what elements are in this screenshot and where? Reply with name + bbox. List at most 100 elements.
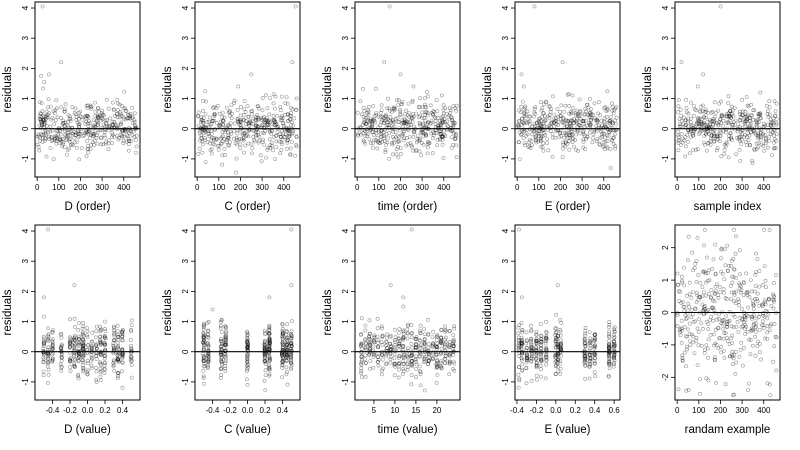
data-point <box>769 304 774 308</box>
data-point <box>553 118 557 123</box>
data-point <box>738 115 743 120</box>
data-point <box>234 156 239 161</box>
data-point <box>599 134 604 139</box>
data-point <box>445 127 450 132</box>
data-point <box>99 111 104 115</box>
data-point <box>266 120 271 125</box>
data-point <box>99 116 104 121</box>
data-point <box>766 114 771 119</box>
data-point <box>261 116 266 121</box>
data-point <box>119 120 124 125</box>
data-point <box>87 119 91 123</box>
data-point <box>563 103 568 108</box>
data-point <box>610 125 614 130</box>
data-point <box>67 139 72 144</box>
data-point <box>720 114 725 118</box>
data-point <box>558 109 563 114</box>
data-point <box>240 132 245 137</box>
data-point <box>59 116 64 120</box>
data-point <box>223 153 228 157</box>
data-point <box>271 135 276 139</box>
data-point <box>376 139 381 144</box>
data-point <box>569 129 574 134</box>
data-point <box>588 110 593 115</box>
data-point <box>247 128 251 133</box>
data-point <box>692 266 697 270</box>
data-point <box>774 117 779 122</box>
data-point <box>692 104 696 108</box>
data-point <box>737 248 742 253</box>
data-point <box>579 117 583 122</box>
data-point <box>261 131 266 136</box>
data-point <box>533 138 538 143</box>
data-point <box>359 126 363 130</box>
data-point <box>695 363 700 368</box>
data-point <box>294 144 299 149</box>
data-point <box>49 139 54 143</box>
data-point <box>526 120 531 124</box>
y-tick-label: 1 <box>661 96 670 101</box>
data-point <box>696 118 701 123</box>
data-point <box>41 86 46 91</box>
data-point <box>96 115 101 120</box>
data-point <box>736 329 741 334</box>
data-point <box>74 145 79 150</box>
data-point <box>558 366 563 371</box>
data-point <box>532 110 537 115</box>
data-point <box>128 111 133 116</box>
data-point <box>238 123 243 128</box>
y-axis-label: residuals <box>642 289 654 335</box>
data-point <box>410 112 415 116</box>
data-point <box>264 120 269 125</box>
data-point <box>391 140 396 145</box>
data-point <box>597 126 602 130</box>
data-point <box>730 122 734 127</box>
data-point <box>728 109 733 114</box>
data-point <box>711 117 716 121</box>
data-point <box>713 242 718 247</box>
data-point <box>425 151 430 156</box>
data-point <box>541 148 546 153</box>
data-point <box>379 103 384 108</box>
data-point <box>371 344 376 349</box>
data-point <box>42 118 47 123</box>
data-point <box>687 321 692 326</box>
data-point <box>675 271 680 276</box>
data-point <box>384 118 389 122</box>
data-point <box>396 375 401 380</box>
data-point <box>770 130 775 135</box>
data-point <box>747 381 751 386</box>
data-point <box>273 94 278 99</box>
data-point <box>759 357 764 362</box>
y-tick-label: -1 <box>661 341 670 349</box>
data-point <box>99 118 103 123</box>
data-point <box>256 140 261 145</box>
data-point <box>691 133 696 138</box>
data-point <box>770 130 775 134</box>
data-point <box>396 331 401 336</box>
data-point <box>225 123 230 128</box>
data-point <box>226 135 231 140</box>
data-point <box>449 118 454 123</box>
data-point <box>607 366 612 371</box>
data-point <box>234 170 238 175</box>
data-point <box>205 140 210 145</box>
data-point <box>679 118 684 123</box>
data-point <box>356 133 360 138</box>
data-point <box>603 139 608 144</box>
data-point <box>254 115 259 119</box>
data-point <box>280 138 285 142</box>
data-point <box>38 117 42 122</box>
data-point <box>417 338 422 343</box>
data-point <box>84 120 89 124</box>
data-point <box>382 119 387 123</box>
data-point <box>392 108 397 113</box>
data-point <box>251 122 256 127</box>
data-point <box>516 385 521 390</box>
data-point <box>707 268 711 273</box>
data-point <box>417 369 422 374</box>
data-point <box>47 72 52 77</box>
x-tick-label: 200 <box>74 183 88 192</box>
data-point <box>262 117 267 122</box>
